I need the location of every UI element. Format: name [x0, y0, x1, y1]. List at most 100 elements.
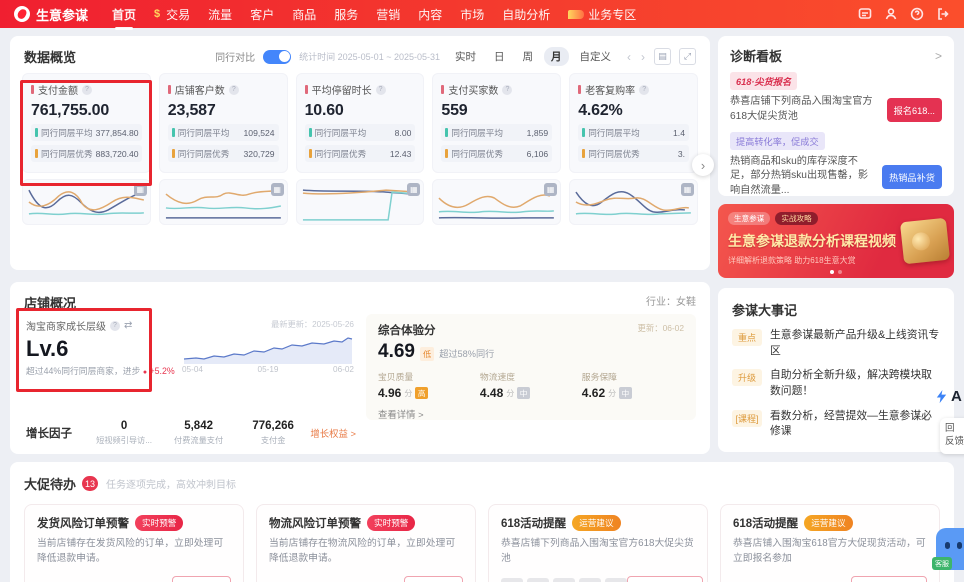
nav-item-content[interactable]: 内容 [418, 7, 443, 22]
milestone-tag: 升级 [732, 369, 762, 387]
logistics-check-button[interactable]: 物流核查 [403, 576, 463, 582]
metric-title: 平均停留时长 [311, 86, 372, 97]
carousel-dot[interactable] [830, 270, 834, 274]
tab-day[interactable]: 日 [494, 51, 505, 63]
prev-period-icon[interactable]: ‹ [627, 49, 631, 64]
nav-actions [858, 7, 950, 21]
sub-score-label: 物流速度 [479, 372, 516, 382]
swap-icon[interactable]: ⇄ [124, 320, 133, 331]
todo-card-shipping-risk: 发货风险订单预警 实时预警 当前店铺存在发货风险的订单，立即处理可降低退款申请。 … [24, 504, 244, 582]
scroll-next-button[interactable]: › [692, 154, 714, 176]
chart-toggle-icon[interactable]: ▦ [270, 183, 284, 196]
help-icon[interactable]: ? [82, 84, 92, 95]
time-range-label: 统计时间 2025-05-01 ~ 2025-05-31 [299, 52, 440, 62]
todo-card-desc: 当前店铺存在物流风险的订单，立即处理可降低退款申请。 [269, 538, 456, 564]
chart-toggle-icon[interactable]: ▦ [133, 183, 147, 196]
milestone-item[interactable]: [课程] 看数分析，经营提效—生意参谋必修课 [732, 409, 940, 440]
chart-toggle-icon[interactable]: ▦ [407, 183, 421, 196]
todo-card-desc: 恭喜店铺入围淘宝618官方大促现货活动，可立即报名参加 [733, 538, 926, 564]
signup-618-button[interactable]: 报名618... [886, 97, 942, 122]
signup-618-hot-button[interactable]: 报名618尖货 [627, 576, 703, 582]
nav-item-biz-zone[interactable]: 业务专区 [588, 7, 637, 22]
tab-month[interactable]: 月 [544, 47, 569, 66]
sub-score-unit: 分 [506, 388, 515, 398]
product-thumbnail[interactable] [501, 578, 523, 582]
peer-best-label: 同行同层优秀 [41, 148, 93, 159]
axis-tick: 05-19 [257, 365, 279, 374]
data-overview-card: 数据概览 同行对比 统计时间 2025-05-01 ~ 2025-05-31 实… [10, 36, 714, 270]
peer-best-label: 同行同层优秀 [314, 148, 367, 159]
user-icon[interactable] [884, 7, 898, 21]
brand-logo-icon [14, 6, 30, 22]
metric-value: 761,755.00 [31, 102, 110, 119]
service-tag: 客服 [932, 557, 952, 570]
sparkline-paying-buyers: ▦ [432, 179, 562, 225]
tab-realtime[interactable]: 实时 [455, 51, 476, 63]
growth-value: 776,266 [252, 420, 294, 432]
sub-score-quality: 宝贝质量 4.96 分高 [378, 370, 480, 400]
tab-custom[interactable]: 自定义 [579, 51, 612, 63]
sub-score-logistics: 物流速度 4.48 分中 [480, 370, 582, 400]
chevron-right-icon[interactable]: > [934, 48, 942, 63]
product-thumbnail[interactable] [527, 578, 549, 582]
nav-item-market[interactable]: 市场 [460, 7, 485, 22]
nav-item-trade[interactable]: 交易 [166, 7, 191, 22]
help-icon[interactable]: ? [502, 84, 513, 95]
message-icon[interactable] [858, 7, 872, 21]
tab-week[interactable]: 周 [522, 51, 534, 63]
experience-score: 4.69 [378, 341, 415, 362]
logout-icon[interactable] [936, 7, 950, 21]
nav-item-goods[interactable]: 商品 [292, 7, 317, 22]
score-badge: 低 [419, 347, 435, 361]
help-icon[interactable]: ? [375, 84, 386, 95]
carousel-dot[interactable] [838, 270, 842, 274]
growth-benefits-link[interactable]: 增长权益 > [310, 428, 356, 439]
sparkline-repurchase-rate: ▦ [569, 179, 698, 225]
milestone-text: 自助分析全新升级，解决跨模块取数问题！ [770, 369, 932, 397]
brand-name: 生意参谋 [36, 7, 89, 23]
next-period-icon[interactable]: › [641, 49, 645, 64]
growth-value: 0 [120, 420, 128, 432]
metric-title: 支付买家数 [448, 86, 499, 97]
nav-item-marketing[interactable]: 营销 [376, 7, 401, 22]
nav-item-self-analysis[interactable]: 自助分析 [502, 7, 551, 22]
milestone-item[interactable]: 重点 生意参谋最新产品升级&上线资讯专区 [732, 328, 940, 359]
peer-avg-label: 同行同层平均 [451, 127, 503, 138]
nav-menu: 首页 $ 交易 流量 客户 商品 服务 营销 内容 市场 自助分析 业务专区 [112, 6, 636, 23]
ai-assistant-button[interactable]: A [934, 388, 962, 405]
peer-compare-toggle[interactable] [263, 49, 292, 64]
product-thumbnail[interactable] [579, 578, 601, 582]
peer-avg-label: 同行同层平均 [588, 127, 640, 138]
milestone-item[interactable]: 升级 自助分析全新升级，解决跨模块取数问题！ [732, 368, 940, 399]
help-icon[interactable]: ? [639, 84, 650, 95]
nav-item-customer[interactable]: 客户 [250, 7, 275, 22]
signup-618-stock-button[interactable]: 报名618现货 [851, 576, 927, 582]
realtime-alert-badge: 实时预警 [367, 515, 416, 531]
customer-service-mascot[interactable]: 客服 [932, 528, 964, 570]
chart-toggle-icon[interactable]: ▦ [544, 183, 558, 196]
chart-toggle-icon[interactable]: ▦ [680, 183, 694, 196]
nav-item-traffic[interactable]: 流量 [208, 7, 233, 22]
milestone-tag: [课程] [732, 409, 762, 427]
priority-ship-button[interactable]: 优先发货 [171, 576, 231, 582]
help-icon[interactable] [910, 7, 924, 21]
expand-icon[interactable]: ⤢ [679, 48, 696, 65]
nav-item-service[interactable]: 服务 [334, 7, 359, 22]
help-icon[interactable]: ? [228, 84, 239, 95]
shop-title: 店铺概况 [24, 296, 77, 311]
experience-score-panel: 综合体验分 更新：06-02 4.69 低 超过58%同行 宝贝质量 4.96 分… [366, 314, 696, 420]
product-thumbnail[interactable] [553, 578, 575, 582]
product-thumbnail[interactable] [605, 578, 627, 582]
feedback-widget[interactable]: 回 反馈 [940, 418, 964, 454]
peer-best-value: 12.43 [389, 148, 412, 159]
restock-button[interactable]: 热销品补货 [882, 164, 942, 189]
ai-label: A [951, 388, 962, 405]
view-details-link[interactable]: 查看详情 > [378, 409, 424, 420]
peer-avg-label: 同行同层平均 [314, 127, 367, 138]
lightning-icon [936, 389, 947, 404]
experience-update: 更新：06-02 [637, 323, 684, 333]
course-banner[interactable]: 生意参谋 实战攻略 生意参谋退款分析课程视频 详细解析退款策略 助力618生意大… [718, 204, 954, 278]
nav-item-home[interactable]: 首页 [112, 7, 137, 22]
report-icon[interactable]: ▤ [654, 48, 671, 65]
help-icon[interactable]: ? [110, 320, 120, 331]
